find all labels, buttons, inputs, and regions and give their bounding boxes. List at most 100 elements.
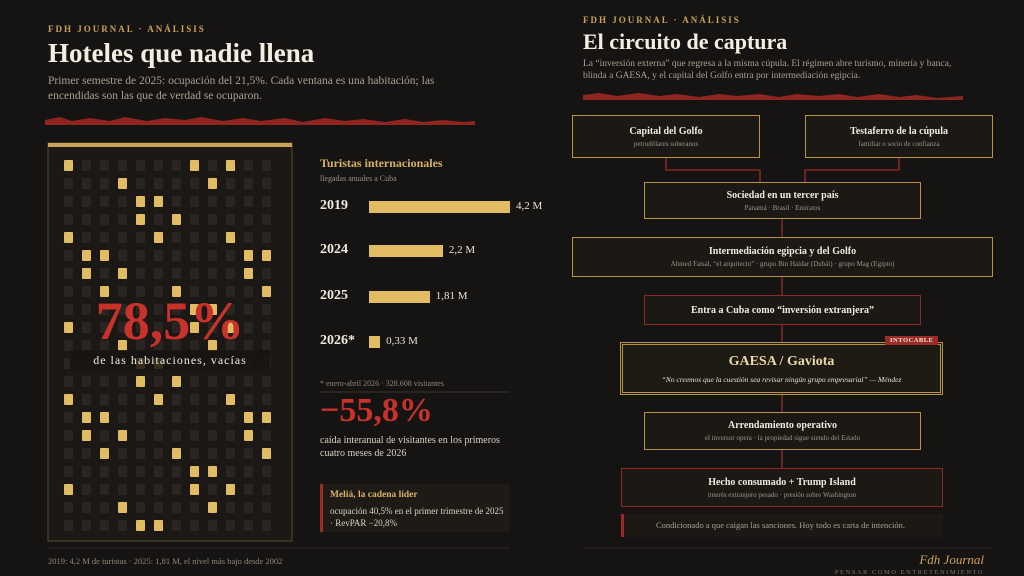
window xyxy=(226,340,235,351)
window xyxy=(154,286,163,297)
node-subtitle: el inversor opera · la propiedad sigue s… xyxy=(704,434,861,442)
window xyxy=(82,214,91,225)
window xyxy=(64,268,73,279)
window xyxy=(190,196,199,207)
window xyxy=(208,250,217,261)
window-lit xyxy=(226,160,235,171)
window xyxy=(154,250,163,261)
window-lit xyxy=(208,502,217,513)
window xyxy=(118,286,127,297)
window xyxy=(190,178,199,189)
flow-node: Hecho consumado + Trump Island interés ex… xyxy=(621,468,943,507)
window xyxy=(172,394,181,405)
window-lit xyxy=(64,232,73,243)
window-lit xyxy=(262,250,271,261)
window xyxy=(136,484,145,495)
callout-box xyxy=(320,484,510,532)
window xyxy=(208,376,217,387)
node-subtitle: Ahmed Faisal, “el arquitecto” · grupo Bi… xyxy=(670,260,895,268)
window xyxy=(208,448,217,459)
window xyxy=(118,322,127,333)
window xyxy=(100,484,109,495)
window xyxy=(136,466,145,477)
window-lit xyxy=(136,376,145,387)
window xyxy=(172,268,181,279)
window xyxy=(64,520,73,531)
window-lit xyxy=(226,484,235,495)
window xyxy=(100,160,109,171)
window xyxy=(172,484,181,495)
window xyxy=(154,160,163,171)
window xyxy=(226,250,235,261)
change-stat: −55,8% xyxy=(320,392,433,429)
flow-node: Intermediación egipcia y del Golfo Ahmed … xyxy=(572,237,993,277)
window xyxy=(172,412,181,423)
window xyxy=(244,520,253,531)
window xyxy=(136,304,145,315)
node-title: Intermediación egipcia y del Golfo xyxy=(708,246,857,257)
bar xyxy=(369,201,510,213)
window xyxy=(64,214,73,225)
window xyxy=(190,448,199,459)
window xyxy=(64,448,73,459)
window xyxy=(226,178,235,189)
window xyxy=(244,178,253,189)
window-lit xyxy=(172,286,181,297)
category-label: 2026* xyxy=(320,333,355,348)
window-lit xyxy=(118,268,127,279)
window-lit xyxy=(136,214,145,225)
window xyxy=(136,340,145,351)
window xyxy=(226,430,235,441)
window-lit xyxy=(226,232,235,243)
window xyxy=(64,340,73,351)
window xyxy=(118,520,127,531)
window xyxy=(82,448,91,459)
window xyxy=(226,196,235,207)
subtitle: Primer semestre de 2025: ocupación del 2… xyxy=(48,75,435,102)
brand: Fdh Journal xyxy=(919,552,984,567)
callout-accent xyxy=(320,484,323,532)
flow-node: Sociedad en un tercer país Panamá · Brasi… xyxy=(644,182,921,219)
window xyxy=(244,160,253,171)
value-label: 0,33 M xyxy=(386,335,418,347)
window-lit xyxy=(136,520,145,531)
window xyxy=(136,394,145,405)
window xyxy=(190,286,199,297)
window xyxy=(262,376,271,387)
window-lit xyxy=(82,412,91,423)
note-accent xyxy=(621,514,624,537)
window xyxy=(118,250,127,261)
window-lit xyxy=(100,286,109,297)
window xyxy=(172,340,181,351)
window xyxy=(190,412,199,423)
window xyxy=(190,376,199,387)
window xyxy=(226,214,235,225)
window xyxy=(118,484,127,495)
window xyxy=(262,160,271,171)
window-lit xyxy=(64,322,73,333)
value-label: 1,81 M xyxy=(435,290,468,302)
category-label: 2024 xyxy=(320,242,348,257)
footer: 2019: 4,2 M de turistas · 2025: 1,81 M, … xyxy=(48,556,283,566)
window xyxy=(262,466,271,477)
building-roof xyxy=(48,143,292,147)
window xyxy=(244,376,253,387)
window xyxy=(244,214,253,225)
window-lit xyxy=(208,304,217,315)
label-band xyxy=(70,350,270,370)
windows xyxy=(64,160,271,531)
window xyxy=(154,430,163,441)
window xyxy=(208,214,217,225)
window xyxy=(64,286,73,297)
window xyxy=(154,484,163,495)
window-lit xyxy=(262,286,271,297)
window xyxy=(244,322,253,333)
window xyxy=(100,214,109,225)
window-lit xyxy=(118,178,127,189)
window xyxy=(190,394,199,405)
window xyxy=(154,304,163,315)
flow-node: Testaferro de la cúpula familiar o socio … xyxy=(805,115,993,158)
bar xyxy=(369,291,430,303)
window xyxy=(190,214,199,225)
